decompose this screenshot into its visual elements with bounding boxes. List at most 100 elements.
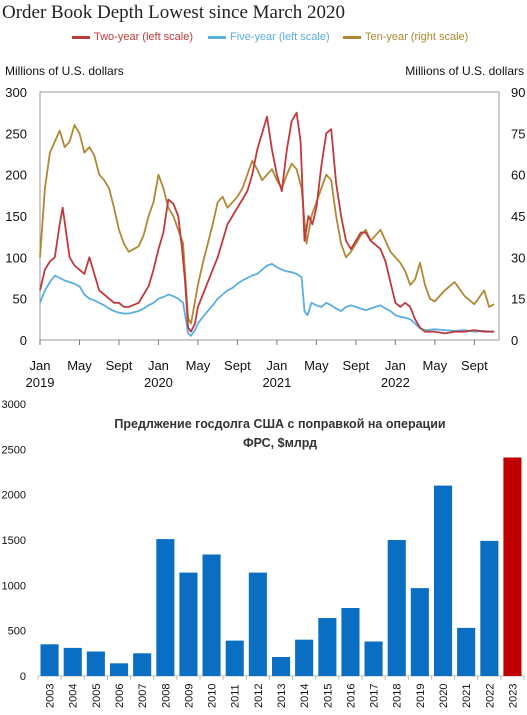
bar-chart-title: Предлжение госдолга США с поправкой на о… xyxy=(60,415,500,453)
x-tick-label: Jan xyxy=(148,358,169,373)
bar-y-tick-label: 1500 xyxy=(2,535,26,547)
left-y-tick-label: 300 xyxy=(5,85,27,100)
bar-2012 xyxy=(248,572,267,676)
line-chart: 0 50 100 150 200 250 300 0 15 30 45 60 75 90 Jan 2019 Ma… xyxy=(5,85,525,390)
x-tick-label: May xyxy=(186,358,211,373)
bar-x-tick-label: 2020 xyxy=(438,684,450,708)
right-y-tick-label: 60 xyxy=(511,168,525,183)
legend-swatch-ten-year xyxy=(343,35,361,39)
bar-x-tick-label: 2015 xyxy=(322,684,334,708)
bar-2016 xyxy=(341,608,360,676)
bar-x-tick-label: 2019 xyxy=(415,684,427,708)
legend-item-ten-year: Ten-year (right scale) xyxy=(343,31,468,43)
bar-y-tick-label: 3000 xyxy=(2,399,26,411)
series-line-ten-year xyxy=(39,124,495,325)
bar-x-tick-label: 2018 xyxy=(392,684,404,708)
bar-y-tick-label: 2500 xyxy=(2,444,26,456)
x-tick-label: May xyxy=(67,358,92,373)
x-tick-label: Sept xyxy=(106,358,133,373)
x-tick-year-label: 2020 xyxy=(144,375,173,390)
left-y-tick-label: 200 xyxy=(5,168,27,183)
line-chart-ylabel-left: Millions of U.S. dollars xyxy=(5,64,124,78)
bar-x-tick-label: 2012 xyxy=(253,684,265,708)
bar-x-tick-label: 2008 xyxy=(160,684,172,708)
bar-x-tick-label: 2013 xyxy=(276,684,288,708)
bar-2005 xyxy=(86,651,105,676)
bar-y-tick-label: 0 xyxy=(20,671,26,683)
bar-x-tick-label: 2009 xyxy=(183,684,195,708)
bar-2013 xyxy=(272,657,291,676)
left-y-tick-label: 0 xyxy=(20,333,27,348)
bar-2006 xyxy=(110,663,129,676)
bar-2007 xyxy=(133,653,152,676)
bar-2009 xyxy=(179,572,198,676)
line-chart-legend: Two-year (left scale) Five-year (left sc… xyxy=(0,31,527,47)
bar-x-tick-label: 2011 xyxy=(230,684,242,708)
legend-item-five-year: Five-year (left scale) xyxy=(208,31,330,43)
bar-y-tick-label: 2000 xyxy=(2,490,26,502)
right-y-tick-label: 90 xyxy=(511,85,525,100)
bar-x-tick-label: 2023 xyxy=(507,684,519,708)
legend-label-ten-year: Ten-year (right scale) xyxy=(365,31,469,43)
bar-2022 xyxy=(480,540,499,676)
bar-x-tick-label: 2021 xyxy=(461,684,473,708)
bar-x-tick-label: 2006 xyxy=(114,684,126,708)
x-tick-label: Jan xyxy=(30,358,51,373)
bar-x-tick-label: 2003 xyxy=(45,684,57,708)
bar-y-tick-label: 500 xyxy=(8,626,26,638)
legend-label-two-year: Two-year (left scale) xyxy=(94,31,194,43)
bar-x-tick-label: 2010 xyxy=(207,684,219,708)
legend-swatch-two-year xyxy=(72,35,90,39)
bar-x-tick-label: 2022 xyxy=(484,684,496,708)
bar-2020 xyxy=(434,485,453,676)
bar-x-tick-label: 2017 xyxy=(369,684,381,708)
right-y-tick-label: 75 xyxy=(511,126,525,141)
bar-x-tick-label: 2004 xyxy=(68,684,80,708)
bar-x-tick-label: 2005 xyxy=(91,684,103,708)
x-tick-year-label: 2019 xyxy=(26,375,55,390)
right-y-tick-label: 0 xyxy=(511,333,518,348)
left-y-tick-label: 50 xyxy=(13,292,27,307)
bar-2017 xyxy=(364,641,383,676)
legend-item-two-year: Two-year (left scale) xyxy=(72,31,193,43)
bar-2021 xyxy=(457,627,476,676)
legend-swatch-five-year xyxy=(208,35,226,39)
x-tick-label: Sept xyxy=(224,358,251,373)
x-tick-label: May xyxy=(304,358,329,373)
bar-2014 xyxy=(295,639,314,676)
bar-x-tick-label: 2007 xyxy=(137,684,149,708)
x-tick-year-label: 2022 xyxy=(381,375,410,390)
x-tick-label: Sept xyxy=(342,358,369,373)
left-y-tick-label: 250 xyxy=(5,126,27,141)
bar-2003 xyxy=(40,644,59,676)
line-chart-plot-frame xyxy=(39,91,500,341)
bar-2008 xyxy=(156,539,175,676)
bar-2010 xyxy=(202,554,221,676)
legend-label-five-year: Five-year (left scale) xyxy=(230,31,330,43)
x-tick-year-label: 2021 xyxy=(262,375,291,390)
x-tick-label: Sept xyxy=(461,358,488,373)
bar-x-tick-label: 2016 xyxy=(345,684,357,708)
bar-2019 xyxy=(410,588,429,676)
series-line-two-year xyxy=(39,111,495,335)
bar-2004 xyxy=(63,647,82,676)
left-y-tick-label: 100 xyxy=(5,250,27,265)
x-tick-label: Jan xyxy=(266,358,287,373)
bar-y-tick-label: 1000 xyxy=(2,580,26,592)
series-line-five-year xyxy=(39,262,495,337)
right-y-tick-label: 15 xyxy=(511,292,525,307)
bar-chart-title-line-2: ФРС, $млрд xyxy=(242,436,318,450)
bar-2018 xyxy=(387,540,406,676)
line-chart-title: Order Book Depth Lowest since March 2020 xyxy=(2,2,345,23)
bar-chart-title-line-1: Предлжение госдолга США с поправкой на о… xyxy=(114,417,446,431)
right-y-tick-label: 30 xyxy=(511,250,525,265)
x-tick-label: May xyxy=(423,358,448,373)
bar-2015 xyxy=(318,618,337,676)
bar-2023 xyxy=(503,457,522,676)
line-chart-ylabel-right: Millions of U.S. dollars xyxy=(405,64,524,78)
right-y-tick-label: 45 xyxy=(511,209,525,224)
x-tick-label: Jan xyxy=(385,358,406,373)
left-y-tick-label: 150 xyxy=(5,209,27,224)
bar-x-tick-label: 2014 xyxy=(299,684,311,708)
bar-2011 xyxy=(225,640,244,676)
